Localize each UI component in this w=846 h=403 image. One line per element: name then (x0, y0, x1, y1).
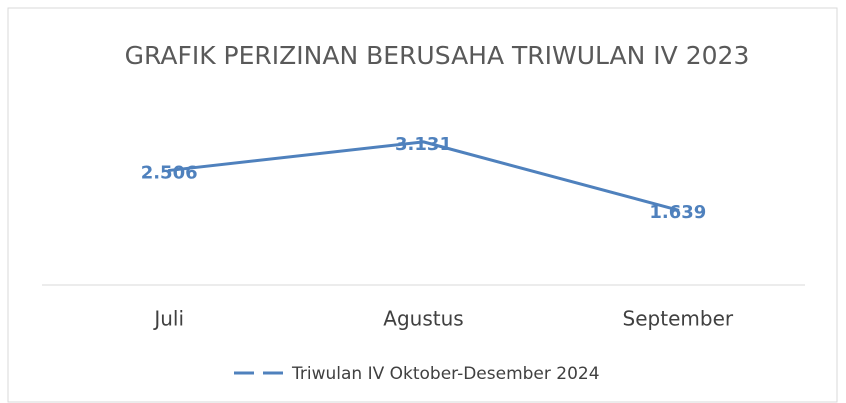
chart-title: GRAFIK PERIZINAN BERUSAHA TRIWULAN IV 20… (125, 41, 750, 70)
data-label: 3.131 (395, 134, 452, 155)
chart-frame (7, 7, 838, 403)
data-label: 2.506 (141, 162, 198, 183)
x-tick-label: September (623, 307, 734, 331)
x-tick-label: Juli (152, 307, 184, 331)
x-tick-label: Agustus (383, 307, 463, 331)
data-line (167, 140, 680, 212)
legend-label: Triwulan IV Oktober-Desember 2024 (291, 364, 600, 384)
data-label: 1.639 (649, 202, 706, 223)
